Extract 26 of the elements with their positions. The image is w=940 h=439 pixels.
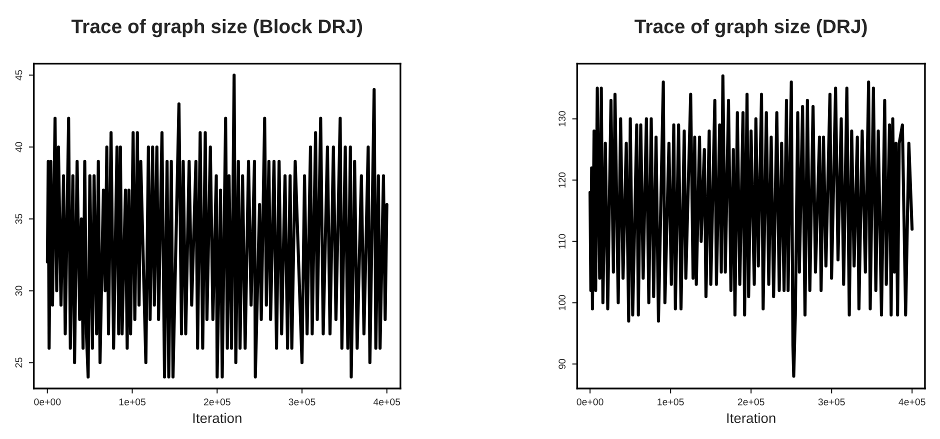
x-tick-label: 2e+05: [204, 398, 230, 406]
x-tick-label: 1e+05: [119, 398, 146, 406]
y-tick-label: 130: [558, 111, 566, 126]
y-tick-label: 45: [15, 70, 22, 80]
y-tick-label: 25: [15, 358, 22, 368]
x-tick-label: 3e+05: [288, 398, 316, 406]
chart-title: Trace of graph size (Block DRJ): [71, 19, 362, 38]
y-tick-label: 120: [558, 172, 566, 188]
x-tick-label: 4e+05: [898, 398, 926, 406]
line-series: [46, 74, 388, 379]
x-tick-label: 2e+05: [738, 398, 764, 406]
x-tick-label: 4e+05: [373, 398, 400, 406]
line-series: [588, 74, 914, 378]
x-tick-label: 0e+00: [576, 398, 604, 406]
x-axis-title: Iteration: [193, 412, 242, 424]
x-tick-label: 3e+05: [818, 398, 845, 406]
x-tick-label: 1e+05: [658, 398, 684, 406]
x-tick-label: 0e+00: [34, 398, 61, 406]
chart-title: Trace of graph size (DRJ): [634, 19, 867, 38]
y-tick-label: 40: [15, 142, 22, 152]
y-tick-label: 90: [558, 358, 566, 369]
x-axis-title: Iteration: [727, 412, 776, 424]
y-tick-label: 30: [15, 286, 22, 296]
y-tick-label: 110: [558, 234, 566, 248]
y-tick-label: 100: [558, 294, 566, 310]
y-tick-label: 35: [15, 214, 22, 224]
